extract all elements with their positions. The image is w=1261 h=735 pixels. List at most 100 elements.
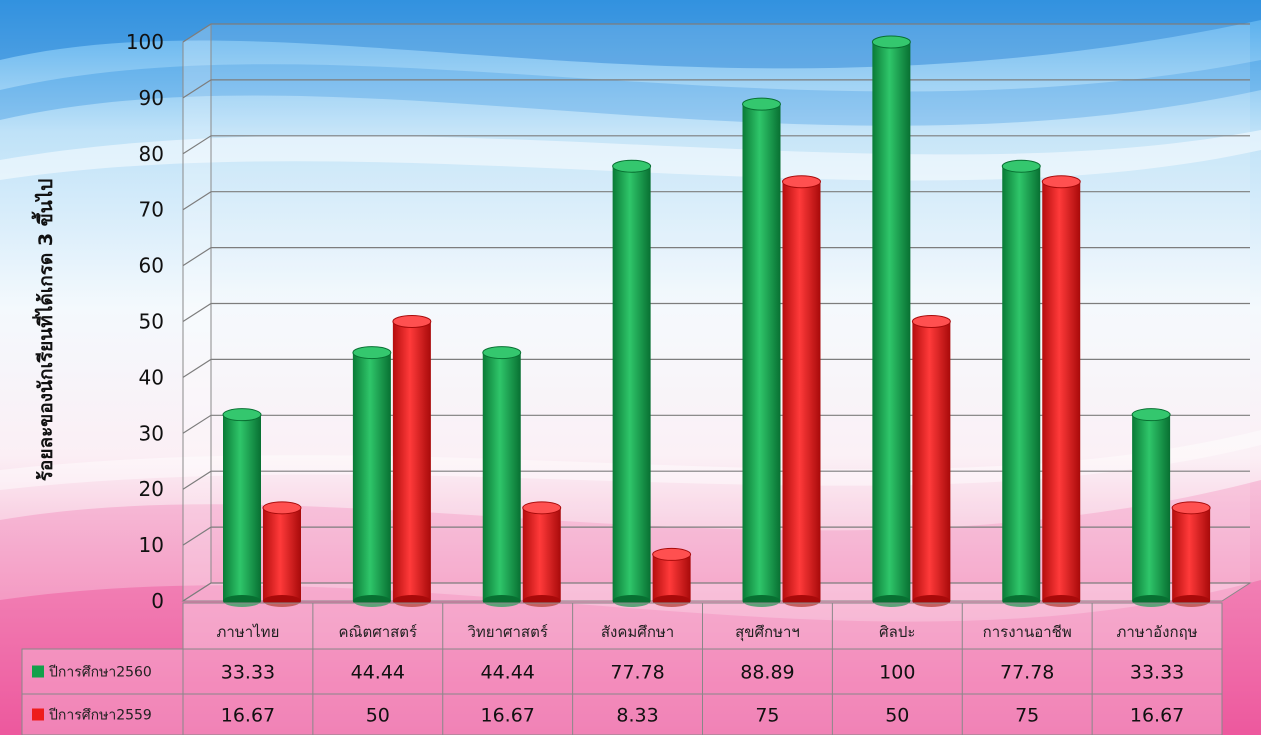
bar-base xyxy=(482,595,521,607)
data-label: 75 xyxy=(755,705,779,727)
bar-top xyxy=(262,501,302,515)
data-label: 8.33 xyxy=(616,705,658,727)
data-label: 33.33 xyxy=(221,662,275,684)
legend-swatch xyxy=(32,665,44,678)
data-label: 16.67 xyxy=(1130,705,1184,727)
bar-body xyxy=(392,321,431,601)
data-label: 75 xyxy=(1015,705,1039,727)
bars xyxy=(222,35,1211,607)
bar xyxy=(1171,501,1211,607)
data-label: 33.33 xyxy=(1130,662,1184,684)
category-label: สังคมศึกษา xyxy=(601,623,674,641)
bar xyxy=(1131,408,1171,607)
bar-base xyxy=(872,595,911,607)
legend-label: ปีการศึกษา2560 xyxy=(49,665,152,681)
data-label: 16.67 xyxy=(221,705,275,727)
bar xyxy=(522,501,562,607)
bar xyxy=(1001,159,1041,607)
bar-body xyxy=(612,166,651,602)
category-label: วิทยาศาสตร์ xyxy=(467,623,548,641)
bar xyxy=(352,346,392,607)
y-tick-label: 70 xyxy=(139,198,164,222)
floor xyxy=(181,582,1252,602)
bar xyxy=(742,97,781,607)
bar-body xyxy=(782,181,821,601)
bar-top xyxy=(612,159,652,173)
category-label: ภาษาไทย xyxy=(217,623,280,641)
data-label: 16.67 xyxy=(480,705,534,727)
bar xyxy=(222,408,262,607)
bar-top xyxy=(222,408,262,422)
bar-top xyxy=(1041,175,1081,189)
bar-top xyxy=(652,547,692,561)
bar-base xyxy=(742,595,781,607)
bar-body xyxy=(872,42,911,601)
bar-base xyxy=(352,595,391,607)
data-label: 50 xyxy=(885,705,909,727)
legend-label: ปีการศึกษา2559 xyxy=(49,708,152,724)
bar-body xyxy=(912,321,951,601)
bar-body xyxy=(482,352,521,601)
data-label: 44.44 xyxy=(480,662,534,684)
data-label: 88.89 xyxy=(740,662,794,684)
y-tick-label: 30 xyxy=(139,421,164,445)
category-label: การงานอาชีพ xyxy=(983,623,1072,641)
bar xyxy=(1041,175,1081,607)
bar xyxy=(392,315,432,607)
category-label: สุขศึกษาฯ xyxy=(735,623,800,642)
bar-body xyxy=(652,554,691,601)
bar xyxy=(612,159,652,607)
y-tick-label: 10 xyxy=(139,533,164,557)
category-label: ภาษาอังกฤษ xyxy=(1117,623,1198,641)
y-tick-label: 50 xyxy=(139,310,164,334)
bar-body xyxy=(1132,414,1171,601)
bar-body xyxy=(1042,181,1081,601)
bar-base xyxy=(612,595,651,607)
bar-body xyxy=(1172,507,1211,601)
y-tick-label: 40 xyxy=(139,365,164,389)
bar-body xyxy=(522,507,561,601)
data-label: 77.78 xyxy=(610,662,664,684)
gridline xyxy=(182,23,1250,43)
data-label: 44.44 xyxy=(351,662,405,684)
bar xyxy=(482,346,522,607)
bar xyxy=(652,547,692,607)
y-axis: 0 10 20 30 40 50 60 70 80 90 100 xyxy=(126,30,164,613)
bar-body xyxy=(263,507,301,601)
bar-top xyxy=(392,315,432,328)
bar-base xyxy=(392,595,431,607)
y-tick-label: 80 xyxy=(139,142,164,166)
bar-base xyxy=(1002,595,1041,607)
bar-base xyxy=(1132,595,1171,607)
grid xyxy=(181,23,1252,602)
category-label: คณิตศาสตร์ xyxy=(339,623,418,641)
data-label: 100 xyxy=(879,662,915,684)
bar-top xyxy=(1171,501,1211,515)
bar-body xyxy=(1002,166,1041,602)
bar-top xyxy=(352,346,392,360)
bar xyxy=(782,175,821,607)
bar-top xyxy=(1131,408,1171,422)
bar-base xyxy=(1042,595,1081,607)
legend-swatch xyxy=(32,708,44,721)
bar-top xyxy=(871,35,911,49)
bar-body xyxy=(352,352,391,601)
bar-base xyxy=(912,595,951,607)
bar-top xyxy=(742,97,781,111)
y-tick-label: 60 xyxy=(139,254,164,278)
bar xyxy=(911,315,951,607)
bar-base xyxy=(263,595,301,607)
y-tick-label: 100 xyxy=(126,30,164,54)
bar-top xyxy=(782,175,821,189)
series-row xyxy=(21,648,1223,695)
bar xyxy=(871,35,911,607)
bar-body xyxy=(223,414,261,601)
y-tick-label: 20 xyxy=(139,477,164,501)
bar-top xyxy=(1001,159,1041,173)
bar-top xyxy=(522,501,562,515)
y-tick-label: 0 xyxy=(151,589,164,613)
data-label: 77.78 xyxy=(1000,662,1054,684)
data-table: ภาษาไทย คณิตศาสตร์ วิทยาศาสตร์ สังคมศึกษา สุ… xyxy=(21,602,1223,735)
bar-base xyxy=(782,595,821,607)
